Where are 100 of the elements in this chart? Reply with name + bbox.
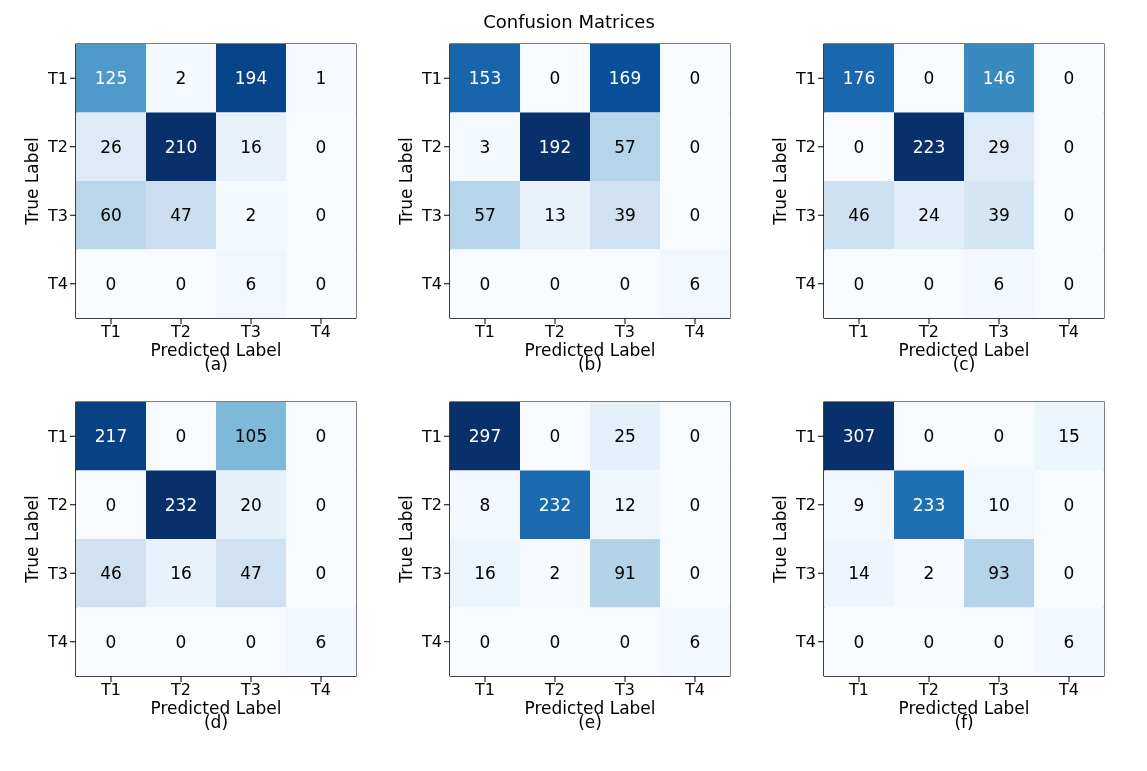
- data-label: 0: [315, 205, 327, 226]
- x-tick-label: T1: [474, 680, 495, 700]
- data-label: 0: [175, 273, 187, 294]
- data-label: 60: [100, 205, 122, 226]
- data-label: 15: [1058, 426, 1080, 447]
- x-tick-label: T3: [614, 680, 635, 700]
- data-label: 57: [614, 136, 636, 157]
- y-tick-label: T3: [421, 563, 442, 583]
- y-tick-label: T4: [795, 632, 816, 652]
- data-label: 0: [105, 273, 117, 294]
- x-tick-label: T4: [1058, 680, 1079, 700]
- data-label: 0: [105, 494, 117, 515]
- data-label: 0: [315, 426, 327, 447]
- data-label: 0: [315, 273, 327, 294]
- data-label: 6: [315, 631, 327, 652]
- data-label: 0: [689, 426, 701, 447]
- y-tick-label: T2: [795, 495, 816, 515]
- y-axis-title: True Label: [396, 137, 417, 226]
- data-label: 9: [853, 494, 865, 515]
- x-tick-label: T1: [848, 680, 869, 700]
- y-tick-label: T4: [795, 274, 816, 294]
- x-tick-label: T2: [544, 322, 565, 342]
- data-label: 1: [315, 68, 327, 89]
- data-label: 13: [544, 205, 566, 226]
- data-label: 232: [538, 494, 572, 515]
- x-tick-label: T2: [918, 322, 939, 342]
- data-label: 192: [538, 136, 572, 157]
- data-label: 0: [175, 631, 187, 652]
- data-label: 2: [923, 563, 935, 584]
- x-tick-label: T4: [684, 680, 705, 700]
- x-tick-label: T4: [310, 322, 331, 342]
- data-label: 25: [614, 426, 636, 447]
- data-label: 24: [918, 205, 940, 226]
- data-label: 0: [853, 273, 865, 294]
- x-tick-label: T3: [988, 680, 1009, 700]
- data-label: 0: [245, 631, 257, 652]
- data-label: 0: [1063, 494, 1075, 515]
- y-tick-label: T2: [47, 137, 68, 157]
- data-label: 0: [105, 631, 117, 652]
- chart-title: Confusion Matrices: [482, 10, 656, 34]
- x-tick-label: T3: [240, 680, 261, 700]
- x-tick-label: T4: [310, 680, 331, 700]
- data-label: 0: [549, 631, 561, 652]
- data-label: 12: [614, 494, 636, 515]
- data-label: 2: [245, 205, 257, 226]
- data-label: 29: [988, 136, 1010, 157]
- data-label: 0: [549, 426, 561, 447]
- data-label: 6: [689, 273, 701, 294]
- data-label: 0: [923, 426, 935, 447]
- data-label: 125: [94, 68, 128, 89]
- y-tick-label: T3: [795, 205, 816, 225]
- data-label: 0: [1063, 136, 1075, 157]
- data-label: 39: [988, 205, 1010, 226]
- data-label: 0: [549, 273, 561, 294]
- data-label: 0: [993, 631, 1005, 652]
- y-tick-label: T1: [421, 426, 442, 446]
- y-tick-label: T3: [421, 205, 442, 225]
- data-label: 0: [689, 494, 701, 515]
- data-label: 0: [923, 68, 935, 89]
- x-tick-label: T4: [1058, 322, 1079, 342]
- data-label: 46: [848, 205, 870, 226]
- x-tick-label: T2: [918, 680, 939, 700]
- data-label: 16: [240, 136, 262, 157]
- y-axis-title: True Label: [22, 495, 43, 584]
- data-label: 93: [988, 563, 1010, 584]
- y-tick-label: T2: [795, 137, 816, 157]
- data-label: 153: [468, 68, 502, 89]
- y-tick-label: T3: [47, 563, 68, 583]
- data-label: 0: [689, 136, 701, 157]
- y-axis-title: True Label: [770, 137, 791, 226]
- data-label: 0: [853, 136, 865, 157]
- data-label: 0: [315, 563, 327, 584]
- data-label: 105: [234, 426, 268, 447]
- y-axis-title: True Label: [22, 137, 43, 226]
- data-label: 46: [100, 563, 122, 584]
- data-label: 6: [689, 631, 701, 652]
- data-label: 194: [234, 68, 268, 89]
- y-tick-label: T4: [421, 632, 442, 652]
- y-axis-title: True Label: [396, 495, 417, 584]
- data-label: 217: [94, 426, 128, 447]
- y-tick-label: T1: [47, 68, 68, 88]
- x-tick-label: T2: [170, 680, 191, 700]
- data-label: 14: [848, 563, 870, 584]
- data-label: 233: [912, 494, 946, 515]
- x-tick-label: T1: [474, 322, 495, 342]
- x-tick-label: T2: [170, 322, 191, 342]
- y-tick-label: T2: [421, 495, 442, 515]
- data-label: 39: [614, 205, 636, 226]
- data-label: 47: [170, 205, 192, 226]
- y-tick-label: T3: [795, 563, 816, 583]
- y-tick-label: T4: [421, 274, 442, 294]
- data-label: 0: [923, 631, 935, 652]
- data-label: 6: [993, 273, 1005, 294]
- data-label: 0: [1063, 273, 1075, 294]
- y-tick-label: T2: [421, 137, 442, 157]
- y-axis-title: True Label: [770, 495, 791, 584]
- data-label: 10: [988, 494, 1010, 515]
- data-label: 0: [1063, 68, 1075, 89]
- x-tick-label: T3: [240, 322, 261, 342]
- y-tick-label: T1: [47, 426, 68, 446]
